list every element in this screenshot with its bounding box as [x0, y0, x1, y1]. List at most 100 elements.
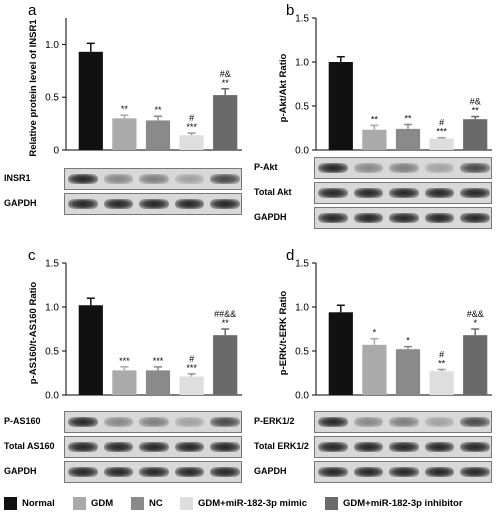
y-tick-label: 1.0	[45, 40, 59, 51]
blot-band	[424, 442, 455, 452]
blot-band	[353, 213, 384, 223]
bar	[395, 128, 421, 150]
y-tick-label: 1.5	[295, 14, 309, 25]
significance-label: ***	[119, 356, 130, 366]
legend-item: GDM	[73, 494, 113, 512]
blot-label: GAPDH	[4, 466, 37, 476]
blot-band	[210, 467, 240, 477]
y-tick-label: 0.0	[45, 391, 59, 402]
y-tick-label: 0.5	[45, 93, 59, 104]
blot-band	[103, 417, 134, 427]
bar	[429, 371, 454, 395]
blot-strip	[64, 411, 242, 433]
significance-label: **	[121, 104, 129, 114]
legend-swatch	[131, 496, 144, 510]
blot-strip	[64, 461, 242, 483]
blot-band	[210, 442, 240, 452]
blot-band	[424, 163, 455, 173]
y-axis-label: p-AS160/t-AS160 Ratio	[28, 282, 39, 385]
panel-letter-d: d	[286, 247, 295, 264]
blot-label: INSR1	[4, 173, 31, 183]
blot-band	[318, 163, 348, 173]
bar	[78, 305, 103, 395]
blot-band	[460, 442, 490, 452]
y-tick-label: 0.5	[45, 347, 59, 358]
y-axis-label: Relative protein level of INSR1	[28, 19, 39, 157]
bar	[112, 118, 137, 150]
legend-label: GDM	[91, 497, 114, 509]
legend-item: GDM+miR-182-3p mimic	[180, 494, 307, 512]
blot-band	[353, 467, 384, 477]
blot-band	[139, 467, 169, 477]
significance-label: #&&	[467, 309, 484, 319]
bar	[179, 135, 204, 150]
blot-strip	[314, 207, 492, 229]
bar-chart-insr1: 0 0.5 1.0 Relative protein level of INSR1 **…	[28, 18, 242, 157]
significance-label: **	[472, 106, 480, 116]
legend: Normal GDM NC GDM+miR-182-3p mimic GDM+m…	[0, 494, 500, 512]
blot-band	[460, 163, 490, 173]
y-tick-label: 1.0	[295, 58, 309, 69]
blot-band	[389, 163, 419, 173]
blot-band	[68, 467, 98, 477]
y-tick-label: 0.0	[295, 146, 309, 157]
blot-band	[68, 174, 98, 184]
y-tick-label: 0	[53, 146, 59, 157]
significance-label: *	[473, 318, 477, 328]
blot-band	[139, 417, 169, 427]
blot-band	[174, 417, 205, 427]
bar	[213, 335, 238, 395]
blot-label: Total ERK1/2	[254, 441, 309, 451]
y-tick-label: 0.5	[295, 347, 309, 358]
significance-label: **	[404, 113, 412, 123]
blot-band	[174, 199, 205, 209]
blot-label: Total AS160	[4, 441, 55, 451]
blot-band	[68, 199, 98, 209]
blot-label: P-ERK1/2	[254, 416, 295, 426]
significance-label: ***	[436, 127, 447, 137]
blot-band	[318, 188, 348, 198]
legend-label: Normal	[22, 497, 55, 509]
blot-band	[103, 442, 134, 452]
legend-swatch	[4, 496, 17, 510]
legend-item: Normal	[4, 494, 55, 512]
significance-label: #	[439, 118, 444, 128]
blot-strip	[64, 436, 242, 458]
significance-label: **	[154, 105, 162, 115]
legend-label: NC	[149, 497, 163, 509]
blot-band	[103, 199, 134, 209]
y-tick-label: 1.0	[45, 303, 59, 314]
bar	[362, 129, 387, 150]
bar	[179, 376, 204, 395]
bar-chart-p-akt: 0.00.51.01.5p-Akt/Akt Ratio ** ** #***#&**	[278, 14, 492, 157]
blot-band	[318, 213, 348, 223]
bar	[145, 370, 171, 395]
bar	[463, 119, 488, 150]
blot-band	[353, 442, 384, 452]
blot-label: GAPDH	[254, 466, 287, 476]
blot-band	[174, 174, 205, 184]
legend-label: GDM+miR-182-3p inhibitor	[343, 497, 463, 509]
blot-band	[68, 442, 98, 452]
blot-band	[389, 417, 419, 427]
bar-chart-p-erk: 0.00.51.01.5p-ERK/t-ERK Ratio **#**#&&*	[278, 259, 492, 402]
blot-band	[210, 174, 240, 184]
blot-strip	[314, 182, 492, 204]
significance-label: *	[373, 328, 377, 338]
blot-band	[139, 442, 169, 452]
blot-band	[139, 174, 169, 184]
legend-label: GDM+miR-182-3p mimic	[198, 497, 308, 509]
blot-band	[174, 467, 205, 477]
blot-band	[103, 467, 134, 477]
blot-band	[389, 467, 419, 477]
significance-label: ***	[186, 363, 197, 373]
legend-swatch	[325, 496, 338, 510]
blot-band	[68, 417, 98, 427]
blot-band	[389, 188, 419, 198]
panel-letter-a: a	[28, 2, 37, 19]
legend-swatch	[180, 496, 193, 510]
blot-band	[174, 442, 205, 452]
blot-label: GAPDH	[254, 212, 287, 222]
y-tick-label: 1.5	[45, 259, 59, 270]
blot-label: P-Akt	[254, 162, 278, 172]
